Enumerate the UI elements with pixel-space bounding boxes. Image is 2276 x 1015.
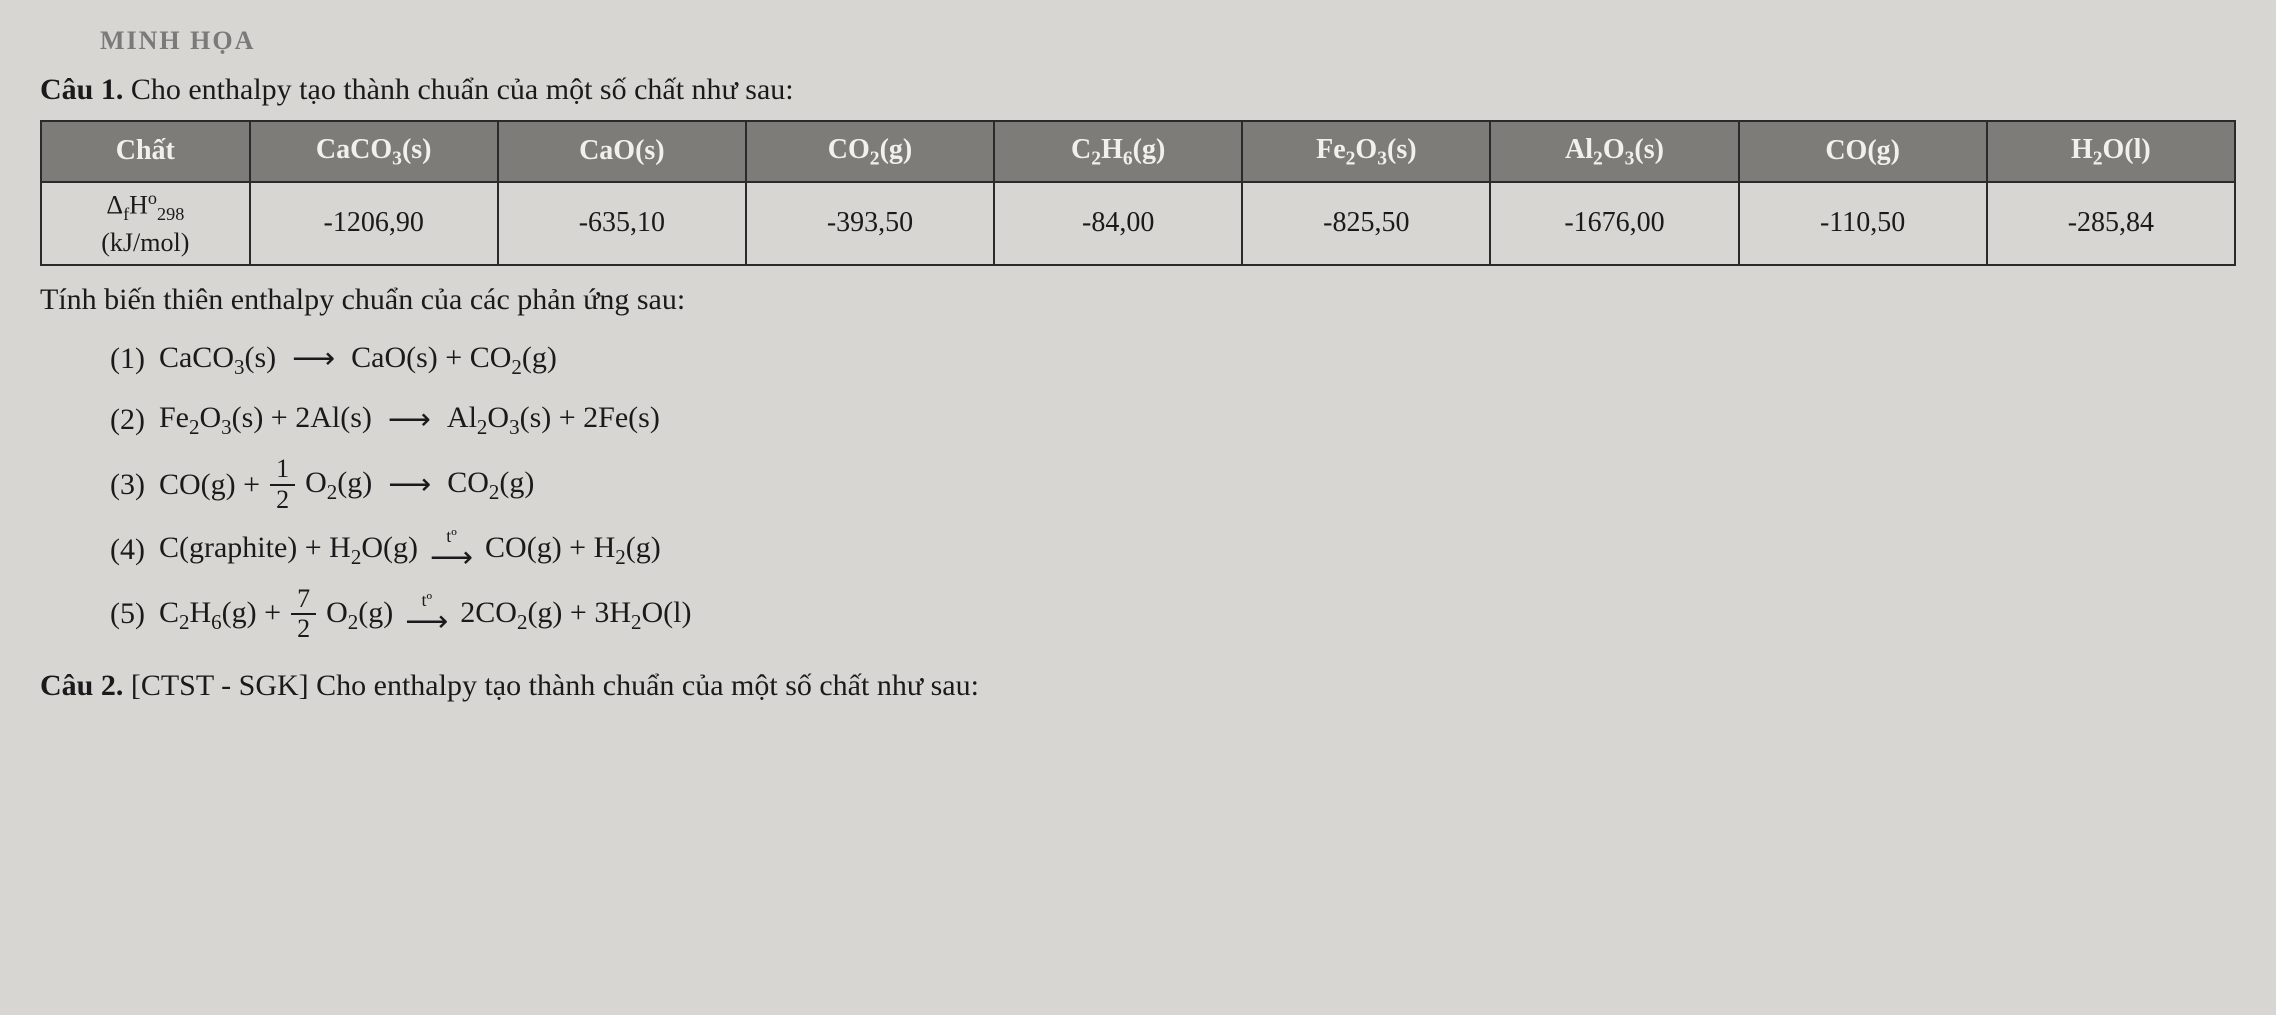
delta-h-symbol: ΔfHo298: [48, 187, 243, 227]
question-1-intro: Câu 1. Cho enthalpy tạo thành chuẩn của …: [40, 66, 2236, 114]
eq3-rhs: CO2(g): [447, 459, 534, 510]
eq1-lhs: CaCO3(s): [159, 334, 276, 385]
eq1-num: (1): [110, 335, 145, 383]
equation-2: (2) Fe2O3(s) + 2Al(s) ⟶ Al2O3(s) + 2Fe(s…: [110, 394, 2236, 445]
kj-mol-unit: (kJ/mol): [48, 226, 243, 260]
th-cao: CaO(s): [498, 121, 746, 182]
equation-5: (5) C2H6(g) + 7 2 O2(g) tº ⟶ 2CO2(g) + 3…: [110, 585, 2236, 644]
th-fe2o3: Fe2O3(s): [1242, 121, 1490, 182]
table-data-row: ΔfHo298 (kJ/mol) -1206,90 -635,10 -393,5…: [41, 182, 2235, 265]
eq5-lhs-b: O2(g): [326, 589, 393, 640]
eq5-num: (5): [110, 590, 145, 638]
eq1-arrow: ⟶: [292, 335, 335, 383]
td-val-4: -825,50: [1242, 182, 1490, 265]
td-val-2: -393,50: [746, 182, 994, 265]
eq5-fraction: 7 2: [291, 585, 316, 644]
equation-list: (1) CaCO3(s) ⟶ CaO(s) + CO2(g) (2) Fe2O3…: [110, 334, 2236, 644]
eq1-rhs: CaO(s) + CO2(g): [351, 334, 557, 385]
eq3-fraction: 1 2: [270, 455, 295, 514]
eq5-frac-den: 2: [291, 615, 316, 644]
eq5-arrow: ⟶: [405, 607, 448, 637]
equation-4: (4) C(graphite) + H2O(g) tº ⟶ CO(g) + H2…: [110, 524, 2236, 575]
eq2-rhs: Al2O3(s) + 2Fe(s): [447, 394, 660, 445]
th-co: CO(g): [1739, 121, 1987, 182]
eq2-arrow: ⟶: [388, 396, 431, 444]
td-val-0: -1206,90: [250, 182, 498, 265]
eq3-frac-den: 2: [270, 486, 295, 515]
eq4-lhs: C(graphite) + H2O(g): [159, 524, 418, 575]
th-caco3: CaCO3(s): [250, 121, 498, 182]
equation-1: (1) CaCO3(s) ⟶ CaO(s) + CO2(g): [110, 334, 2236, 385]
eq4-rhs: CO(g) + H2(g): [485, 524, 661, 575]
eq3-frac-num: 1: [270, 455, 295, 486]
eq5-lhs-a: C2H6(g) +: [159, 589, 281, 640]
td-val-5: -1676,00: [1490, 182, 1738, 265]
eq2-num: (2): [110, 396, 145, 444]
eq4-arrow-t: tº ⟶: [430, 527, 473, 573]
td-val-7: -285,84: [1987, 182, 2235, 265]
eq2-lhs: Fe2O3(s) + 2Al(s): [159, 394, 372, 445]
eq4-arrow: ⟶: [430, 543, 473, 573]
td-val-6: -110,50: [1739, 182, 1987, 265]
enthalpy-table: Chất CaCO3(s) CaO(s) CO2(g) C2H6(g) Fe2O…: [40, 120, 2236, 266]
question-1-text: Cho enthalpy tạo thành chuẩn của một số …: [123, 73, 793, 106]
td-val-3: -84,00: [994, 182, 1242, 265]
eq3-lhs-a: CO(g) +: [159, 461, 260, 509]
eq5-arrow-t: tº ⟶: [405, 591, 448, 637]
th-al2o3: Al2O3(s): [1490, 121, 1738, 182]
th-c2h6: C2H6(g): [994, 121, 1242, 182]
eq3-lhs-b: O2(g): [305, 459, 372, 510]
td-val-1: -635,10: [498, 182, 746, 265]
eq5-rhs: 2CO2(g) + 3H2O(l): [460, 589, 691, 640]
th-h2o: H2O(l): [1987, 121, 2235, 182]
faint-header-text: MINH HỌA: [100, 20, 2236, 62]
question-2-text: [CTST - SGK] Cho enthalpy tạo thành chuẩ…: [123, 669, 979, 702]
after-table-text: Tính biến thiên enthalpy chuẩn của các p…: [40, 276, 2236, 324]
eq4-num: (4): [110, 526, 145, 574]
question-1-label: Câu 1.: [40, 73, 123, 106]
eq5-frac-num: 7: [291, 585, 316, 616]
eq3-arrow: ⟶: [388, 461, 431, 509]
equation-3: (3) CO(g) + 1 2 O2(g) ⟶ CO2(g): [110, 455, 2236, 514]
question-2: Câu 2. [CTST - SGK] Cho enthalpy tạo thà…: [40, 662, 2236, 710]
eq3-num: (3): [110, 461, 145, 509]
th-co2: CO2(g): [746, 121, 994, 182]
td-row-label: ΔfHo298 (kJ/mol): [41, 182, 250, 265]
question-2-label: Câu 2.: [40, 669, 123, 702]
th-chat: Chất: [41, 121, 250, 182]
table-header-row: Chất CaCO3(s) CaO(s) CO2(g) C2H6(g) Fe2O…: [41, 121, 2235, 182]
